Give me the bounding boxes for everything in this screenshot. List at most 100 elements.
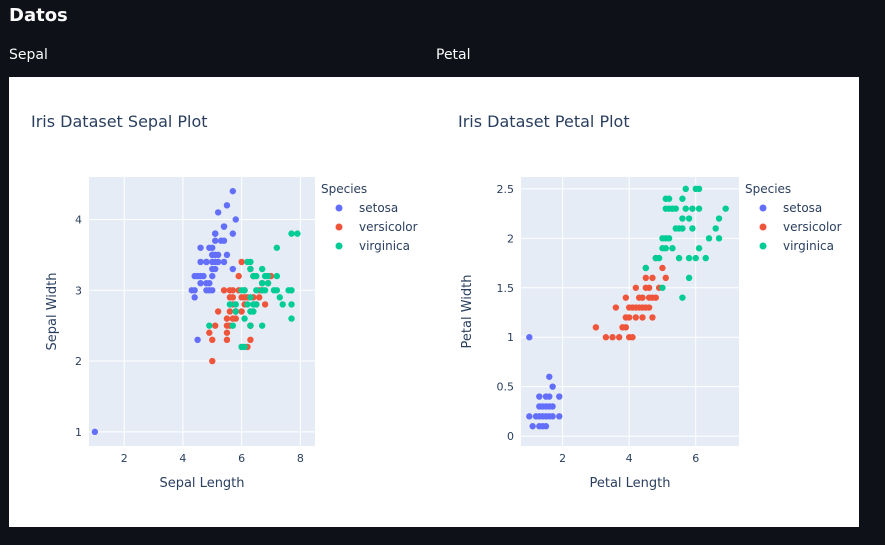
chart1-x-tick-label: 2 <box>121 452 128 465</box>
chart2-y-tick-label: 2.5 <box>497 183 515 196</box>
chart1-point-versicolor <box>223 329 231 336</box>
chart2-point-versicolor <box>615 334 623 341</box>
chart2-point-versicolor <box>645 304 653 311</box>
chart1-point-virginica <box>250 308 257 315</box>
chart1-point-versicolor <box>232 315 239 322</box>
chart1-point-virginica <box>273 287 281 294</box>
chart1-point-versicolor <box>229 287 237 294</box>
chart1-point-virginica <box>288 301 295 308</box>
chart2-point-setosa <box>536 393 543 400</box>
chart2-point-virginica <box>722 205 729 212</box>
chart1-y-tick-label: 2 <box>75 355 82 368</box>
chart2-x-tick-label: 4 <box>626 452 633 465</box>
chart2-point-virginica <box>675 254 683 262</box>
chart2-point-virginica <box>692 254 699 262</box>
chart1-point-virginica <box>261 287 269 294</box>
chart2-point-versicolor <box>635 294 643 301</box>
chart2-point-versicolor <box>645 284 653 291</box>
chart1-point-virginica <box>258 265 266 273</box>
chart2-point-virginica <box>689 205 696 212</box>
chart1-point-setosa <box>232 216 239 223</box>
chart1-point-versicolor <box>223 336 231 344</box>
chart2-legend-label-versicolor: versicolor <box>783 220 842 234</box>
chart2-point-versicolor <box>662 274 669 282</box>
chart2-y-tick-label: 2 <box>507 232 514 245</box>
chart2-legend-marker-setosa <box>759 204 767 212</box>
chart2-y-tick-label: 0.5 <box>497 381 515 394</box>
chart2-point-virginica <box>682 185 689 193</box>
chart2-point-virginica <box>685 274 693 282</box>
chart2-point-virginica <box>672 205 679 212</box>
chart1-y-tick-label: 3 <box>75 284 82 297</box>
chart1-point-virginica <box>288 287 295 294</box>
chart1-point-setosa <box>209 272 216 280</box>
chart1-point-versicolor <box>209 357 216 365</box>
chart1-point-virginica <box>206 322 213 329</box>
chart2-point-virginica <box>679 225 686 232</box>
chart1-point-versicolor <box>206 329 213 336</box>
page-title: Datos <box>9 5 68 26</box>
chart1-point-versicolor <box>212 322 219 329</box>
chart1-point-versicolor <box>226 308 234 315</box>
chart2-point-virginica <box>695 245 703 252</box>
chart1-point-setosa <box>220 237 228 244</box>
chart2-point-versicolor <box>632 314 640 321</box>
chart2-y-tick-label: 0 <box>507 430 514 443</box>
chart2-point-virginica <box>662 245 669 252</box>
section-label-petal: Petal <box>436 47 471 63</box>
chart1-legend-marker-virginica <box>335 242 343 250</box>
chart2-point-virginica <box>695 185 703 193</box>
chart1-legend-label-versicolor: versicolor <box>359 220 418 234</box>
chart2-point-versicolor <box>649 274 656 282</box>
chart1-point-versicolor <box>223 315 231 322</box>
chart2-point-virginica <box>715 235 723 242</box>
chart2-point-versicolor <box>639 314 646 321</box>
chart1-point-virginica <box>253 272 260 280</box>
chart2-point-versicolor <box>629 334 636 341</box>
chart2-point-setosa <box>526 413 533 420</box>
chart2-point-virginica <box>715 215 723 222</box>
chart1-point-virginica <box>247 322 254 329</box>
chart1-point-setosa <box>223 251 231 259</box>
chart2-point-virginica <box>689 225 696 232</box>
chart2-point-setosa <box>556 393 563 400</box>
chart1-point-virginica <box>247 258 254 266</box>
chart1-y-tick-label: 1 <box>75 426 82 439</box>
chart2-point-setosa <box>529 423 536 430</box>
chart2-y-tick-label: 1.5 <box>497 282 515 295</box>
chart1-point-versicolor <box>247 336 254 344</box>
chart2-plot-area <box>521 177 739 446</box>
chart2-point-virginica <box>679 294 686 301</box>
chart1-point-virginica <box>273 272 281 280</box>
chart2-point-versicolor <box>652 294 659 301</box>
chart2-legend-title: Species <box>745 182 791 196</box>
chart1-point-setosa <box>220 223 228 230</box>
chart1-point-virginica <box>253 301 260 308</box>
chart1-point-setosa <box>194 336 201 344</box>
chart1-point-virginica <box>279 301 286 308</box>
chart1-point-setosa <box>214 251 222 259</box>
chart1-x-tick-label: 4 <box>179 452 186 465</box>
chart2-point-virginica <box>705 235 713 242</box>
chart1-legend-label-virginica: virginica <box>359 239 410 253</box>
chart1-point-setosa <box>214 258 222 266</box>
chart2-x-tick-label: 6 <box>692 452 699 465</box>
chart1-x-tick-label: 6 <box>238 452 245 465</box>
chart1-point-versicolor <box>238 308 245 315</box>
chart1-point-virginica <box>226 301 234 308</box>
chart1-point-virginica <box>232 308 239 315</box>
chart1-point-versicolor <box>229 294 237 301</box>
chart2-point-setosa <box>542 423 550 430</box>
chart1-point-versicolor <box>214 308 222 315</box>
chart1-point-versicolor <box>256 294 263 301</box>
chart1-point-virginica <box>276 294 283 301</box>
chart2-point-setosa <box>549 383 556 390</box>
chart1-point-virginica <box>241 315 248 322</box>
section-label-sepal: Sepal <box>9 47 48 63</box>
chart1-legend-marker-setosa <box>335 204 343 212</box>
chart2-point-setosa <box>546 393 553 400</box>
chart1-point-versicolor <box>238 258 245 266</box>
chart2-y-tick-label: 1 <box>507 331 514 344</box>
chart2-legend-marker-versicolor <box>759 223 767 231</box>
chart2-x-axis-title: Petal Length <box>589 476 670 491</box>
